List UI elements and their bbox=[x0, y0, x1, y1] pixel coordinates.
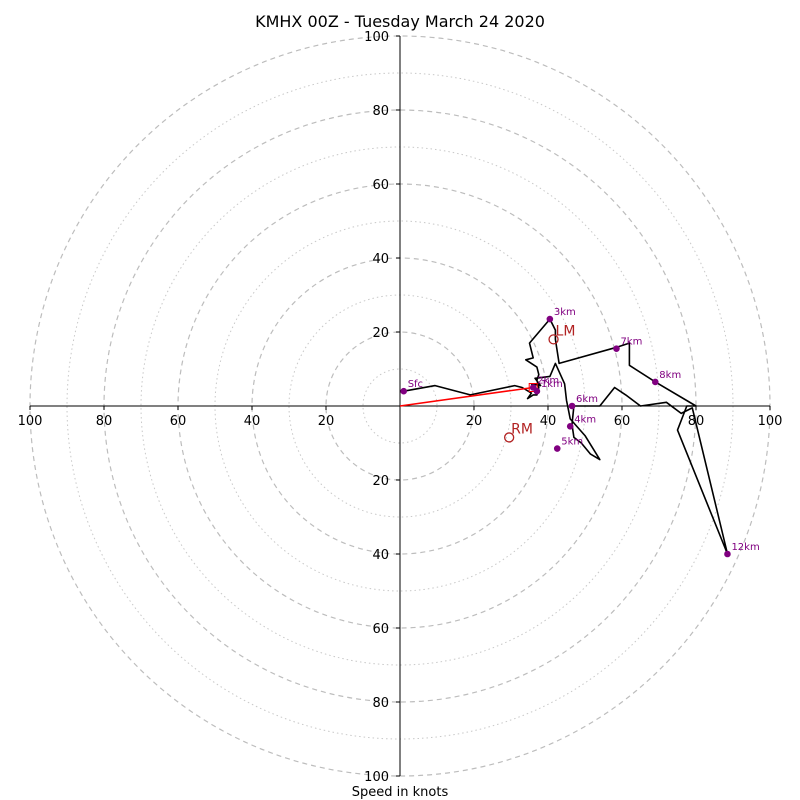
x-tick-label: 20 bbox=[466, 414, 483, 429]
height-label-3km: 3km bbox=[554, 307, 576, 318]
height-marker-4km bbox=[566, 423, 574, 430]
mean-wind-marker bbox=[528, 383, 538, 392]
storm-motion-rm-marker bbox=[503, 432, 515, 443]
height-marker-5km bbox=[553, 445, 561, 452]
y-tick-label: 40 bbox=[372, 252, 389, 267]
storm-motion-lm-label: LM bbox=[556, 323, 576, 339]
y-tick-label: 20 bbox=[372, 326, 389, 341]
x-tick-label: 40 bbox=[540, 414, 557, 429]
x-tick-label: 20 bbox=[318, 414, 335, 429]
x-tick-label: 60 bbox=[170, 414, 187, 429]
storm-motion-markers: LM RM bbox=[503, 323, 576, 443]
height-marker-6km bbox=[568, 402, 576, 410]
mean-wind-vector bbox=[399, 386, 534, 407]
y-tick-label: 20 bbox=[372, 474, 389, 489]
height-marker-2km bbox=[529, 384, 537, 391]
x-tick-label: 80 bbox=[96, 414, 113, 429]
height-marker-12km bbox=[724, 550, 731, 558]
y-tick-label: 80 bbox=[372, 696, 389, 711]
y-tick-label: 60 bbox=[372, 178, 389, 193]
height-marker-3km bbox=[546, 315, 554, 323]
height-label-sfc: Sfc bbox=[408, 379, 423, 390]
height-label-12km: 12km bbox=[731, 542, 759, 553]
height-label-6km: 6km bbox=[576, 394, 598, 405]
y-tick-label: 80 bbox=[372, 104, 389, 119]
x-axis-label: Speed in knots bbox=[352, 785, 449, 800]
storm-motion-rm-label: RM bbox=[511, 421, 533, 437]
y-tick-label: 60 bbox=[372, 622, 389, 637]
y-tick-label: 40 bbox=[372, 548, 389, 563]
x-tick-label: 100 bbox=[18, 414, 43, 429]
height-label-5km: 5km bbox=[561, 437, 583, 448]
height-marker-sfc bbox=[400, 387, 408, 395]
storm-motion-lm-marker bbox=[548, 334, 559, 345]
mean-wind-line bbox=[399, 383, 538, 407]
y-tick-label: 100 bbox=[364, 770, 389, 785]
x-tick-label: 100 bbox=[758, 414, 783, 429]
y-tick-label: 100 bbox=[364, 30, 389, 45]
height-marker-8km bbox=[652, 378, 659, 386]
chart-title: KMHX 00Z - Tuesday March 24 2020 bbox=[255, 12, 545, 31]
x-tick-label: 60 bbox=[614, 414, 631, 429]
height-label-8km: 8km bbox=[659, 370, 681, 381]
tick-labels: 100 80 60 40 20 20 40 60 80 100 100 80 60 40 20 20 40 60 8… bbox=[18, 30, 783, 785]
height-marker-7km bbox=[613, 345, 620, 352]
x-tick-label: 40 bbox=[244, 414, 261, 429]
height-label-2km: 2km bbox=[537, 376, 559, 387]
height-label-1km: 1km bbox=[541, 379, 563, 390]
height-label-4km: 4km bbox=[574, 414, 596, 425]
height-label-7km: 7km bbox=[620, 337, 642, 348]
